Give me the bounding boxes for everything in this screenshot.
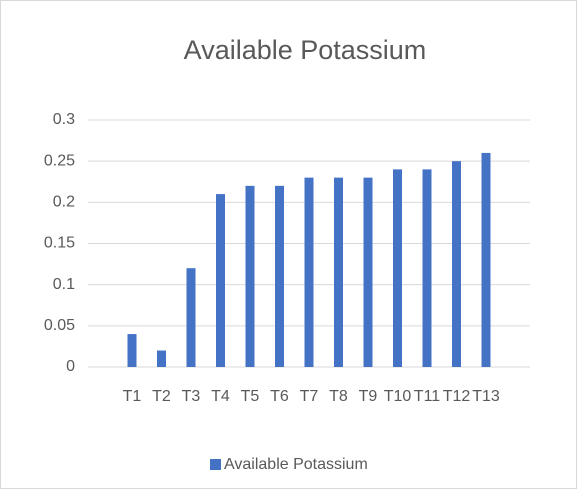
legend-swatch <box>210 459 221 470</box>
y-tick-label: 0.15 <box>44 235 75 252</box>
bar <box>275 185 284 367</box>
bar <box>334 177 343 367</box>
bar <box>127 334 137 367</box>
x-tick-label: T10 <box>384 388 412 405</box>
x-tick-label: T6 <box>270 388 289 405</box>
legend-label: Available Potassium <box>224 456 368 473</box>
y-tick-label: 0 <box>66 358 75 375</box>
x-tick-label: T12 <box>443 388 471 405</box>
x-tick-label: T8 <box>329 388 348 405</box>
chart-border <box>0 0 577 489</box>
y-tick-label: 0.3 <box>53 111 75 128</box>
y-tick-label: 0.25 <box>44 152 75 169</box>
bar <box>245 185 255 367</box>
x-tick-label: T1 <box>123 388 142 405</box>
x-tick-label: T5 <box>241 388 260 405</box>
bar <box>481 152 491 367</box>
bar <box>157 350 166 367</box>
bar <box>304 177 314 367</box>
bar <box>363 177 373 367</box>
x-tick-label: T2 <box>152 388 171 405</box>
y-tick-label: 0.05 <box>44 317 75 334</box>
x-tick-label: T3 <box>182 388 201 405</box>
x-tick-label: T13 <box>472 388 500 405</box>
bar <box>216 194 225 367</box>
x-tick-label: T11 <box>414 388 440 405</box>
y-tick-label: 0.1 <box>53 276 75 293</box>
y-tick-label: 0.2 <box>53 194 75 211</box>
bar <box>186 268 196 367</box>
x-tick-label: T9 <box>359 388 378 405</box>
bar <box>452 161 461 367</box>
chart-title: Available Potassium <box>184 35 427 65</box>
bar <box>393 169 402 367</box>
x-tick-label: T4 <box>211 388 230 405</box>
bar <box>422 169 432 367</box>
x-tick-label: T7 <box>300 388 319 405</box>
